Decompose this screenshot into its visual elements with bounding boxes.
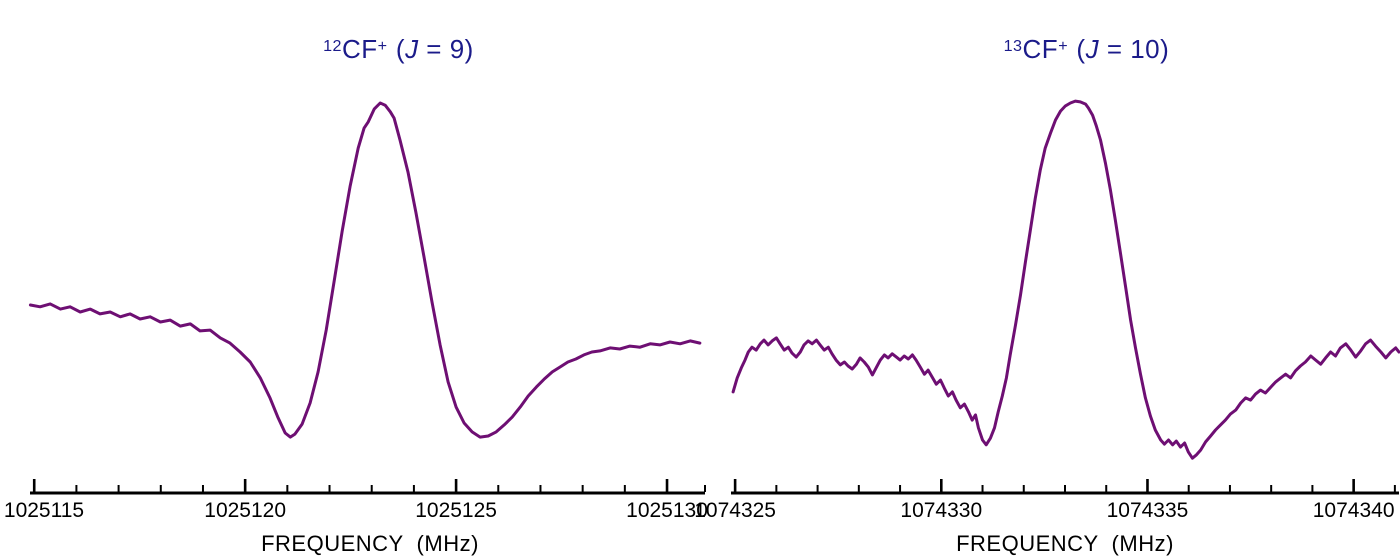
axis-tick-label: 1025125	[415, 499, 497, 522]
axis-tick-label: 1074335	[1106, 499, 1189, 522]
axis-tick-label: 1025120	[204, 499, 287, 522]
axis-tick-label: 1074325	[694, 499, 776, 522]
right-plot-title: 13CF+ (J = 10)	[973, 3, 1170, 96]
right-x-axis-label: FREQUENCY (MHz)	[956, 531, 1174, 556]
axis-tick-label: 1025130	[626, 499, 708, 522]
j-value: = 10)	[1099, 34, 1170, 64]
isotope-superscript: 12	[323, 36, 342, 55]
isotope-superscript: 13	[1003, 36, 1023, 55]
j-symbol: J	[405, 34, 419, 64]
left-plot-title: 12CF+ (J = 9)	[292, 3, 474, 96]
charge-superscript: +	[1058, 36, 1069, 55]
j-value: = 9)	[418, 34, 474, 64]
j-open-paren: (	[1076, 34, 1086, 64]
molecule-formula: CF	[1022, 34, 1059, 64]
axis-tick-label: 1074340	[1312, 499, 1395, 522]
charge-superscript: +	[377, 36, 388, 55]
j-symbol: J	[1085, 34, 1100, 64]
j-open-paren: (	[395, 34, 406, 64]
axis-tick-label: 1074330	[900, 499, 983, 522]
molecule-formula: CF	[342, 34, 378, 64]
spectrum-curve	[28, 101, 702, 439]
spectrum-curve	[731, 99, 1400, 460]
axis-tick-label: 1025115	[3, 499, 85, 522]
left-x-axis-label: FREQUENCY (MHz)	[261, 531, 479, 556]
